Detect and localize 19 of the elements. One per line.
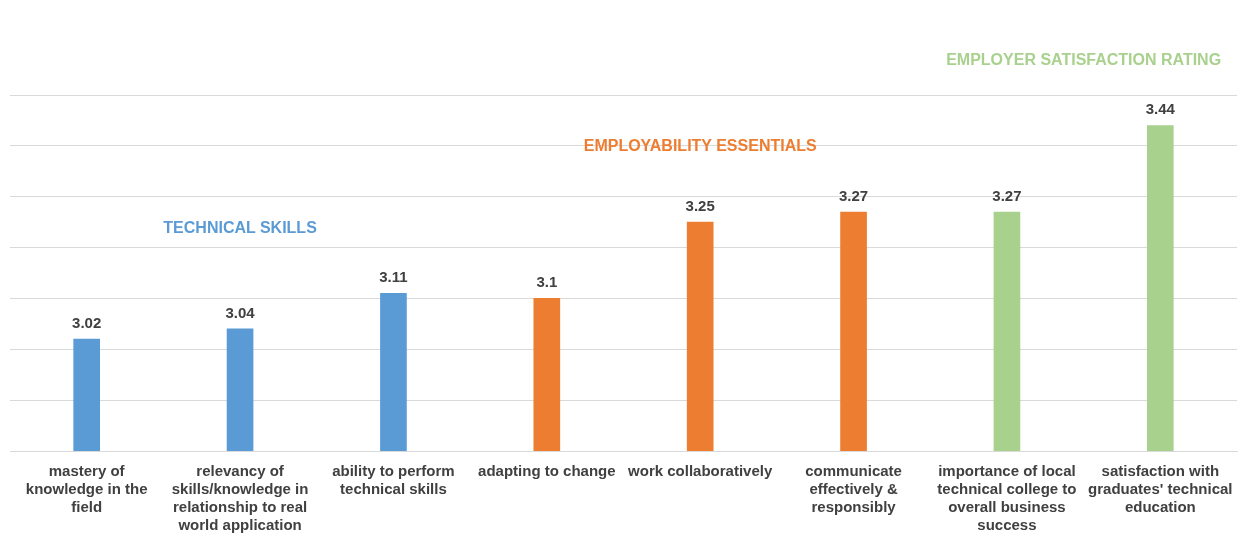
x-tick-label: relevancy of skills/knowledge in relationship to real world application xyxy=(171,462,309,534)
data-label: 3.25 xyxy=(685,196,715,214)
x-tick-label: importance of local technical college to overall business success xyxy=(937,462,1077,534)
x-tick-label: communicate effectively & responsibly xyxy=(805,462,902,516)
x-tick-label: work collaboratively xyxy=(627,462,773,480)
x-tick-label: satisfaction with graduates' technical education xyxy=(1088,462,1233,516)
x-tick-label: mastery of knowledge in the field xyxy=(25,462,148,516)
text: EMPLOYER SATISFACTION RATING xyxy=(946,50,1222,68)
text: EMPLOYABILITY ESSENTIALS xyxy=(583,137,817,155)
data-label: 3.04 xyxy=(225,303,256,321)
x-tick-label: ability to perform technical skills xyxy=(332,462,455,498)
data-label: 3.27 xyxy=(838,186,869,204)
data-label: 3.44 xyxy=(1145,100,1176,118)
data-label: 3.27 xyxy=(992,186,1022,204)
x-tick-label: adapting to change xyxy=(478,462,616,480)
text: TECHNICAL SKILLS xyxy=(163,218,318,236)
data-label: 3.1 xyxy=(536,273,558,291)
data-label: 3.02 xyxy=(72,313,102,331)
data-label: 3.11 xyxy=(379,267,408,285)
